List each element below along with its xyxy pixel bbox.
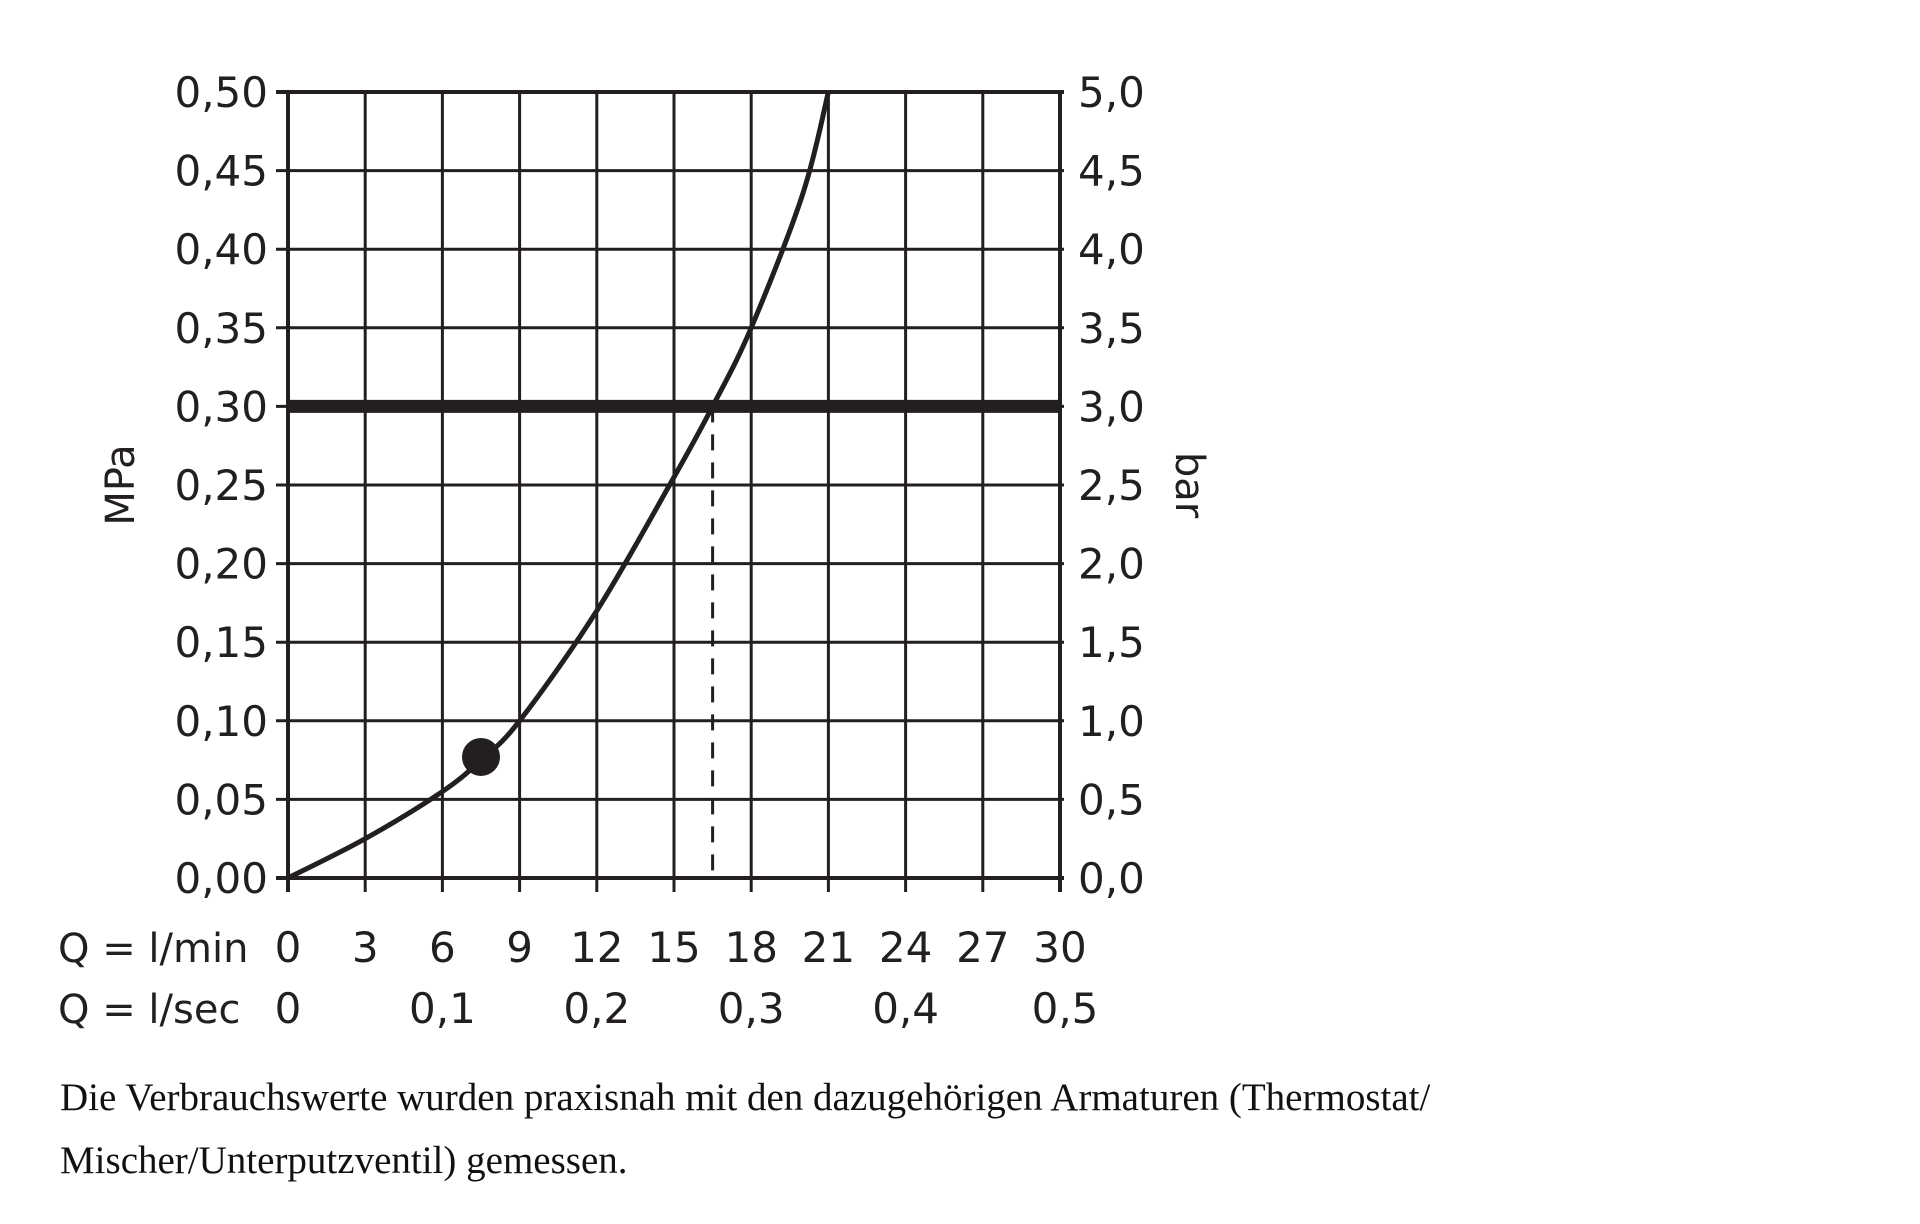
x-tick-label-lsec: 0,2: [563, 984, 630, 1033]
marks: [286, 91, 1060, 881]
y-tick-label-left: 0,05: [174, 775, 268, 824]
x-tick-label-lmin: 18: [724, 923, 777, 972]
y-tick-label-right: 2,5: [1078, 461, 1145, 510]
y-tick-label-left: 0,50: [174, 68, 268, 117]
y-tick-label-right: 4,5: [1078, 147, 1145, 196]
y-tick-label-right: 1,0: [1078, 697, 1145, 746]
y-tick-label-left: 0,40: [174, 225, 268, 274]
flow-curve: [286, 91, 831, 881]
operating-point-marker: [462, 737, 500, 776]
x-tick-label-lmin: 3: [352, 923, 379, 972]
x-tick-label-lmin: 27: [956, 923, 1009, 972]
caption-line-1: Die Verbrauchswerte wurden praxisnah mit…: [60, 1076, 1431, 1119]
y-tick-label-left: 0,35: [174, 304, 268, 353]
y-tick-label-right: 3,5: [1078, 304, 1145, 353]
y-tick-label-right: 3,0: [1078, 382, 1145, 431]
x-tick-label-lsec: 0,5: [1032, 984, 1099, 1033]
tick-labels: 0,000,050,100,150,200,250,300,350,400,45…: [174, 68, 1144, 1033]
y-tick-label-right: 5,0: [1078, 68, 1145, 117]
y-tick-label-left: 0,00: [174, 854, 268, 903]
x-tick-label-lmin: 15: [647, 923, 700, 972]
x-label-lmin: Q = l/min: [58, 926, 248, 972]
y-tick-label-right: 4,0: [1078, 225, 1145, 274]
x-tick-label-lmin: 30: [1033, 923, 1086, 972]
x-tick-label-lsec: 0,3: [718, 984, 785, 1033]
caption-line-2: Mischer/Unterputzventil) gemessen.: [60, 1139, 628, 1182]
y-tick-label-left: 0,25: [174, 461, 268, 510]
y-tick-label-left: 0,10: [174, 697, 268, 746]
x-tick-label-lmin: 12: [570, 923, 623, 972]
x-tick-label-lmin: 21: [802, 923, 855, 972]
x-tick-label-lmin: 9: [506, 923, 533, 972]
y-tick-label-right: 0,5: [1078, 775, 1145, 824]
x-tick-label-lmin: 6: [429, 923, 456, 972]
x-label-lsec: Q = l/sec: [58, 987, 240, 1033]
y-label-left: MPa: [98, 444, 144, 525]
y-label-right: bar: [1166, 452, 1212, 519]
x-tick-label-lsec: 0,4: [872, 984, 939, 1033]
grid: [276, 90, 1064, 892]
x-tick-label-lsec: 0: [275, 984, 302, 1033]
x-tick-label-lmin: 24: [879, 923, 932, 972]
y-tick-label-left: 0,30: [174, 382, 268, 431]
y-tick-label-left: 0,45: [174, 147, 268, 196]
y-tick-label-right: 0,0: [1078, 854, 1145, 903]
y-tick-label-right: 2,0: [1078, 540, 1145, 589]
x-tick-label-lsec: 0,1: [409, 984, 476, 1033]
y-tick-label-left: 0,15: [174, 618, 268, 667]
y-tick-label-right: 1,5: [1078, 618, 1145, 667]
y-tick-label-left: 0,20: [174, 540, 268, 589]
x-tick-label-lmin: 0: [275, 923, 302, 972]
